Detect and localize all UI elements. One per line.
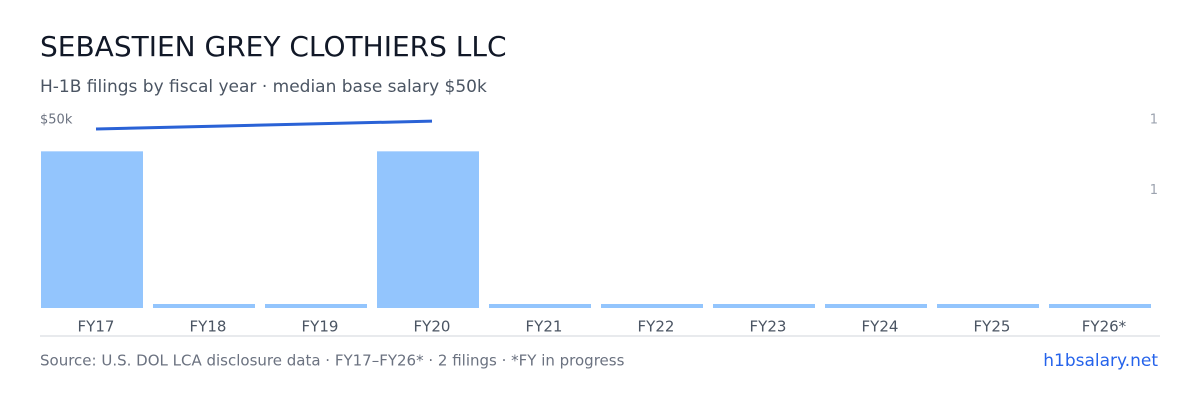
bar [937,304,1039,308]
y-tick-label: $50k [40,113,73,128]
x-tick-label: FY25 [974,318,1011,336]
chart-subtitle: H-1B filings by fiscal year · median bas… [40,77,487,97]
x-tick-label: FY22 [638,318,675,336]
x-tick-label: FY17 [78,318,115,336]
bar [41,151,143,308]
x-tick-label: FY19 [302,318,339,336]
bar [825,304,927,308]
bar [489,304,591,308]
salary-line [95,119,433,131]
bar [377,151,479,308]
x-tick-label: FY21 [526,318,563,336]
site-link[interactable]: h1bsalary.net [1043,351,1158,371]
x-tick-label: FY23 [750,318,787,336]
x-tick-label: FY26* [1082,318,1127,336]
x-tick-label: FY18 [190,318,227,336]
bar [713,304,815,308]
bar [153,304,255,308]
source-note: Source: U.S. DOL LCA disclosure data · F… [40,352,625,370]
y2-tick-label: 1 [1150,113,1158,128]
bar [1049,304,1151,308]
chart-title: SEBASTIEN GREY CLOTHIERS LLC [40,30,507,63]
bar [601,304,703,308]
bar [265,304,367,308]
y2-tick-label: 1 [1150,183,1158,198]
x-tick-label: FY24 [862,318,899,336]
x-tick-label: FY20 [414,318,451,336]
